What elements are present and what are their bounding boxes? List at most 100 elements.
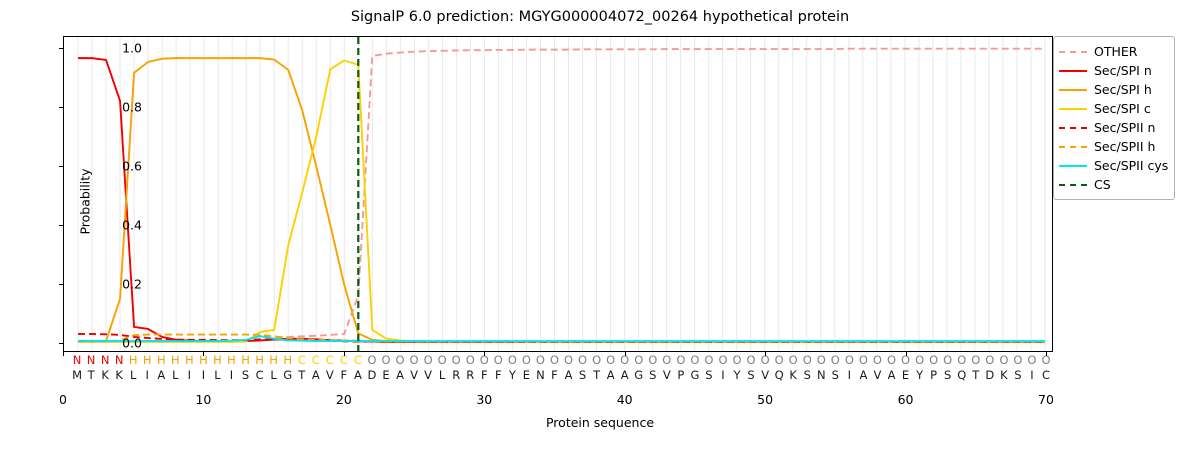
x-tick-label: 60	[897, 392, 914, 407]
y-tick-label: 1.0	[122, 40, 142, 56]
x-tick-label: 40	[616, 392, 633, 407]
residue-letter: L	[129, 368, 137, 382]
legend-item-sec-spii-cys[interactable]: Sec/SPII cys	[1059, 156, 1168, 175]
residue-letter: A	[311, 368, 320, 382]
region-label-o: O	[844, 353, 854, 367]
region-label-o: O	[592, 353, 602, 367]
residue-letter: G	[634, 368, 644, 382]
region-label-h: H	[199, 353, 208, 367]
plot-area	[63, 36, 1053, 352]
region-label-o: O	[535, 353, 545, 367]
chart-title: SignalP 6.0 prediction: MGYG000004072_00…	[350, 9, 850, 25]
residue-letter: T	[87, 368, 95, 382]
y-tick-mark	[59, 165, 63, 167]
legend-label: Sec/SPI c	[1094, 101, 1151, 116]
residue-letter: R	[466, 368, 475, 382]
legend-label: Sec/SPI h	[1094, 82, 1152, 97]
region-label-o: O	[1041, 353, 1051, 367]
residue-letter: F	[495, 368, 502, 382]
region-label-n: N	[72, 353, 82, 367]
residue-letter: N	[536, 368, 545, 382]
region-label-o: O	[648, 353, 658, 367]
region-label-o: O	[788, 353, 798, 367]
residue-letter: I	[187, 368, 192, 382]
series-line-other	[78, 49, 1045, 341]
legend-label: Sec/SPI n	[1094, 63, 1152, 78]
region-label-o: O	[606, 353, 616, 367]
region-label-o: O	[620, 353, 630, 367]
region-label-o: O	[381, 353, 391, 367]
region-label-o: O	[985, 353, 995, 367]
legend-item-sec-spi-h[interactable]: Sec/SPI h	[1059, 80, 1168, 99]
residue-letter: A	[564, 368, 573, 382]
residue-letter: V	[424, 368, 433, 382]
residue-letter: D	[367, 368, 377, 382]
region-label-o: O	[802, 353, 812, 367]
residue-letter: A	[353, 368, 362, 382]
x-tick-mark	[624, 352, 626, 356]
residue-letter: E	[522, 368, 531, 382]
region-label-o: O	[886, 353, 897, 367]
region-label-o: O	[549, 353, 560, 367]
residue-letter: A	[157, 368, 166, 382]
residue-letter: C	[1041, 368, 1050, 382]
legend-item-other[interactable]: OTHER	[1059, 42, 1168, 61]
residue-letter: I	[201, 368, 206, 382]
region-label-c: C	[325, 353, 334, 367]
x-axis-label: Protein sequence	[545, 415, 655, 430]
residue-letter: S	[803, 368, 811, 382]
region-label-o: O	[704, 353, 714, 367]
legend-swatch	[1059, 107, 1087, 110]
residue-letter: K	[1000, 368, 1008, 382]
series-line-sec-spi-h	[78, 58, 1045, 342]
residue-letter: E	[382, 368, 390, 382]
residue-letter: I	[1030, 368, 1034, 382]
y-tick-label: 0.2	[122, 276, 142, 292]
series-line-sec-spi-c	[78, 60, 1045, 341]
x-tick-mark	[484, 352, 486, 356]
residue-letter: C	[255, 368, 264, 382]
legend-label: Sec/SPII n	[1094, 120, 1156, 135]
region-label-o: O	[957, 353, 967, 367]
region-label-o: O	[521, 353, 531, 367]
region-label-o: O	[858, 353, 868, 367]
region-label-o: O	[395, 353, 405, 367]
y-tick-mark	[59, 106, 63, 108]
residue-letter: K	[115, 368, 123, 382]
series-line-sec-spii-cys	[78, 336, 1045, 341]
residue-letter: T	[972, 368, 980, 382]
region-label-o: O	[564, 353, 574, 367]
residue-letter: A	[396, 368, 404, 382]
region-label-o: O	[872, 353, 882, 367]
residue-letter: K	[789, 368, 797, 382]
region-label-o: O	[451, 353, 461, 367]
residue-letter: R	[452, 368, 461, 382]
region-label-o: O	[999, 353, 1009, 367]
residue-letter: I	[847, 368, 852, 382]
region-label-h: H	[283, 353, 292, 367]
legend-item-sec-spi-c[interactable]: Sec/SPI c	[1059, 99, 1168, 118]
region-label-h: H	[185, 353, 194, 367]
x-tick-label: 50	[757, 392, 774, 407]
x-tick-mark	[1045, 352, 1047, 356]
region-label-h: H	[128, 353, 138, 367]
legend-item-sec-spii-h[interactable]: Sec/SPII h	[1059, 137, 1168, 156]
residue-letter: F	[340, 368, 348, 382]
legend-item-sec-spii-n[interactable]: Sec/SPII n	[1059, 118, 1168, 137]
x-tick-mark	[343, 352, 345, 356]
residue-letter: S	[649, 368, 657, 382]
region-label-o: O	[971, 353, 981, 367]
region-label-o: O	[367, 353, 377, 367]
region-label-n: N	[100, 353, 110, 367]
legend-item-cs[interactable]: CS	[1059, 175, 1168, 194]
y-tick-mark	[59, 284, 63, 286]
residue-letter: F	[480, 368, 488, 382]
x-tick-label: 70	[1038, 392, 1054, 407]
legend-item-sec-spi-n[interactable]: Sec/SPI n	[1059, 61, 1168, 80]
legend-label: Sec/SPII h	[1094, 139, 1156, 154]
region-label-h: H	[142, 353, 152, 367]
residue-letter: L	[214, 368, 221, 382]
region-label-o: O	[732, 353, 742, 367]
residue-letter: E	[901, 368, 910, 382]
